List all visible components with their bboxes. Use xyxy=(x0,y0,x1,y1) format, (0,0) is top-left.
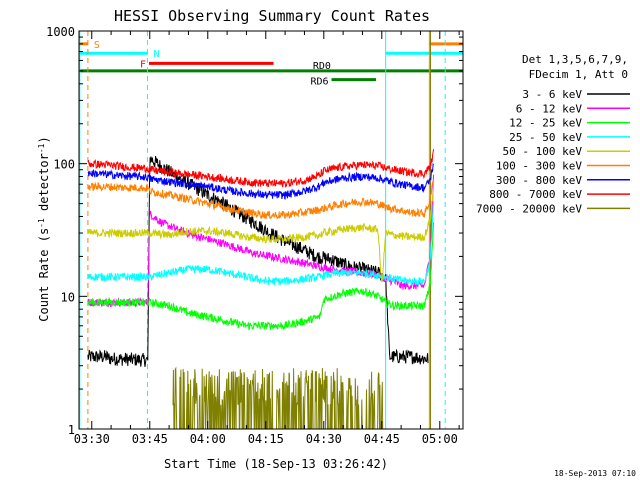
x-tick-label-3: 04:15 xyxy=(248,432,284,446)
series-line-6 xyxy=(87,162,435,200)
flag-label-n: N xyxy=(153,49,159,60)
chart-legend: Det 1,3,5,6,7,9, FDecim 1, Att 0 3 - 6 k… xyxy=(476,53,630,215)
flag-bars: S NF RD0 RD6 xyxy=(79,40,463,88)
x-tick-label-5: 04:45 xyxy=(364,432,400,446)
y-tick-label-2: 100 xyxy=(53,158,75,172)
legend-entry-label-1: 6 - 12 keV xyxy=(516,102,583,115)
legend-entry-label-7: 800 - 7000 keV xyxy=(489,188,582,201)
series-line-8 xyxy=(172,366,386,430)
series-line-0 xyxy=(87,155,429,367)
legend-entry-label-0: 3 - 6 keV xyxy=(522,88,582,101)
flag-label-f: F xyxy=(140,59,146,70)
x-tick-label-1: 03:45 xyxy=(132,432,168,446)
flag-label-rd0: RD0 xyxy=(313,61,331,72)
x-tick-label-4: 04:30 xyxy=(306,432,342,446)
series-line-7 xyxy=(87,149,435,188)
series-line-2 xyxy=(87,222,435,331)
x-tick-label-0: 03:30 xyxy=(74,432,110,446)
y-tick-label-3: 1000 xyxy=(46,25,75,39)
legend-entry-label-6: 300 - 800 keV xyxy=(496,174,582,187)
x-axis-label: Start Time (18-Sep-13 03:26:42) xyxy=(164,457,388,471)
legend-entry-label-8: 7000 - 20000 keV xyxy=(476,202,582,215)
flag-label-rd6: RD6 xyxy=(310,77,328,88)
plot-frame xyxy=(78,30,464,430)
chart-title: HESSI Observing Summary Count Rates xyxy=(114,7,430,25)
plot-axes: 03:30 03:45 04:00 04:15 04:30 04:45 05:00 1 10 10… xyxy=(46,25,464,446)
series-lines xyxy=(87,149,435,430)
y-axis-label: Count Rate (s-1 detector-1) xyxy=(37,136,52,321)
legend-entry-label-3: 25 - 50 keV xyxy=(509,131,582,144)
legend-entry-label-4: 50 - 100 keV xyxy=(503,145,583,158)
y-tick-label-1: 10 xyxy=(61,290,75,304)
plot-timestamp: 18-Sep-2013 07:10 xyxy=(554,469,636,478)
flag-label-s: S xyxy=(94,40,100,51)
legend-entry-label-2: 12 - 25 keV xyxy=(509,117,582,130)
y-tick-label-0: 1 xyxy=(68,423,75,437)
x-tick-label-2: 04:00 xyxy=(190,432,226,446)
legend-header-line-1: Det 1,3,5,6,7,9, xyxy=(522,53,628,66)
series-line-3 xyxy=(87,201,435,286)
series-line-5 xyxy=(87,179,435,220)
legend-header-line-2: FDecim 1, Att 0 xyxy=(529,68,628,81)
series-line-4 xyxy=(87,186,435,283)
x-tick-label-6: 05:00 xyxy=(422,432,458,446)
legend-entry-label-5: 100 - 300 keV xyxy=(496,160,582,173)
